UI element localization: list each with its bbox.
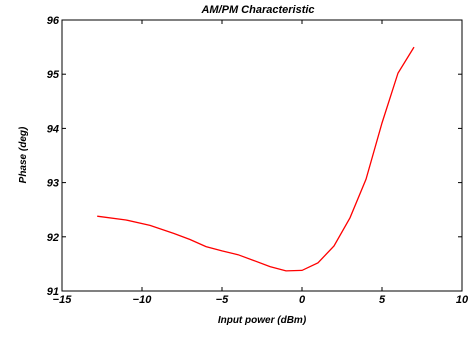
data-point: [349, 217, 350, 218]
data-point: [221, 250, 222, 251]
data-point: [149, 225, 150, 226]
data-point: [333, 245, 334, 246]
phase-series-line: [97, 46, 415, 272]
data-point: [317, 262, 318, 263]
x-tick-label: 0: [299, 294, 306, 306]
x-tick-label: 10: [456, 294, 469, 306]
y-axis: 91 92 93 94 95 96: [47, 15, 462, 298]
y-axis-label: Phase (deg): [18, 126, 29, 183]
data-point: [397, 73, 398, 74]
y-tick-label: 93: [47, 178, 59, 190]
x-tick-label: 5: [379, 294, 386, 306]
x-axis: −15 −10 −5 0 5 10: [53, 20, 469, 306]
data-point: [253, 260, 254, 261]
chart-title: AM/PM Characteristic: [200, 4, 314, 16]
data-point: [97, 216, 98, 217]
data-point: [413, 47, 414, 48]
x-tick-label: −15: [53, 294, 73, 306]
y-tick-label: 94: [47, 123, 59, 135]
x-axis-label: Input power (dBm): [218, 315, 307, 326]
data-point: [173, 233, 174, 234]
data-point: [269, 266, 270, 267]
y-tick-label: 92: [47, 232, 59, 244]
y-tick-label: 95: [47, 69, 60, 81]
x-tick-label: −5: [216, 294, 229, 306]
series-layer: [97, 46, 415, 272]
data-point: [285, 270, 286, 271]
data-point: [189, 239, 190, 240]
x-tick-label: −10: [133, 294, 153, 306]
data-point: [205, 246, 206, 247]
data-point: [365, 179, 366, 180]
data-point: [125, 219, 126, 220]
y-tick-label: 96: [47, 15, 60, 27]
data-point: [301, 270, 302, 271]
plot-area-frame: [61, 19, 463, 292]
y-tick-label: 91: [47, 286, 59, 298]
data-point: [237, 254, 238, 255]
data-point: [381, 122, 382, 123]
